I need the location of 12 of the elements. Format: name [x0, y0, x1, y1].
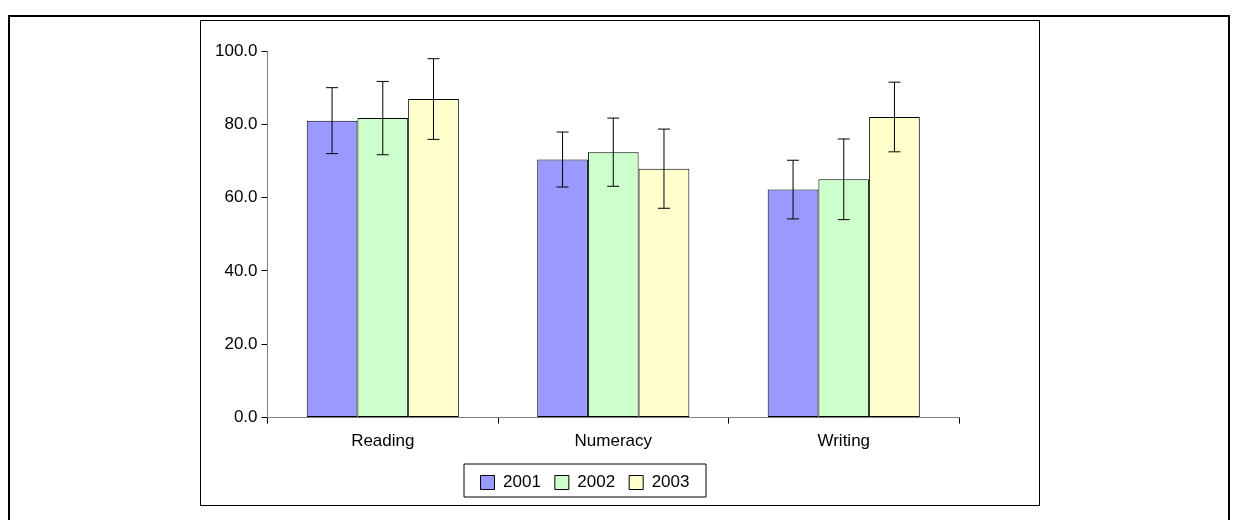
- y-tick-label: 40.0: [224, 260, 258, 280]
- legend-label: 2002: [577, 472, 616, 492]
- y-tick-label: 20.0: [224, 333, 258, 353]
- y-tick-label: 0.0: [233, 407, 258, 427]
- y-tick-label: 80.0: [224, 114, 258, 134]
- y-tick-label: 100.0: [214, 40, 258, 60]
- y-tick-label: 60.0: [224, 187, 258, 207]
- x-tick-label: Numeracy: [574, 431, 653, 451]
- legend-label: 2003: [651, 472, 690, 492]
- legend-label: 2001: [503, 472, 541, 492]
- x-tick-label: Reading: [351, 431, 415, 451]
- x-tick-label: Writing: [817, 431, 871, 451]
